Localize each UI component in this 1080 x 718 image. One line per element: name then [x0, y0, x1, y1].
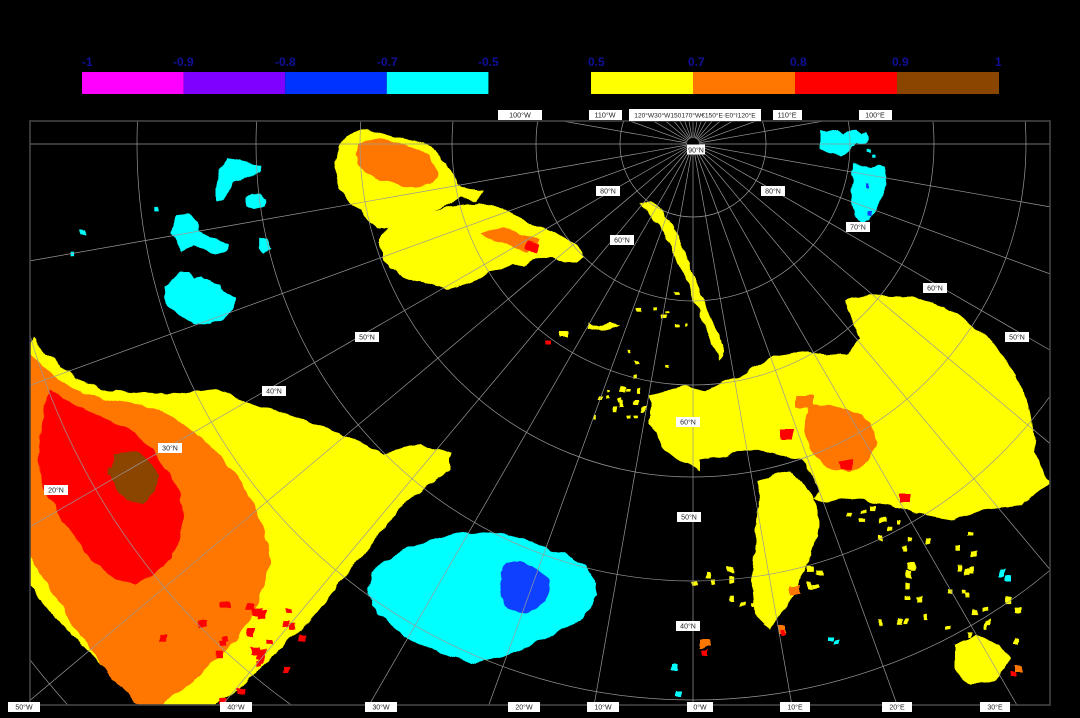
svg-text:30°W: 30°W: [372, 704, 390, 712]
svg-text:1: 1: [995, 55, 1002, 69]
svg-text:110°W: 110°W: [594, 111, 615, 120]
svg-text:80°N: 80°N: [765, 188, 781, 196]
svg-text:80°N: 80°N: [600, 188, 616, 196]
svg-text:20°W: 20°W: [515, 704, 533, 712]
svg-text:40°N: 40°N: [680, 623, 696, 631]
svg-text:50°N: 50°N: [359, 334, 375, 342]
svg-text:60°N: 60°N: [927, 285, 943, 293]
svg-text:-1: -1: [82, 55, 93, 69]
svg-text:-0.7: -0.7: [377, 55, 398, 69]
svg-text:50°W: 50°W: [15, 704, 33, 712]
svg-text:60°N: 60°N: [614, 237, 630, 245]
svg-text:50°N: 50°N: [1009, 334, 1025, 342]
svg-text:120°W30°W150170°W€150°E·E0°I12: 120°W30°W150170°W€150°E·E0°I120°E: [634, 112, 756, 120]
svg-text:10°W: 10°W: [594, 704, 612, 712]
svg-text:-0.5: -0.5: [478, 55, 499, 69]
svg-text:0°W: 0°W: [693, 704, 707, 712]
svg-text:-0.9: -0.9: [173, 55, 194, 69]
svg-text:20°N: 20°N: [48, 487, 64, 495]
svg-text:110°E: 110°E: [777, 111, 796, 120]
svg-text:0.7: 0.7: [688, 55, 705, 69]
svg-text:0.9: 0.9: [892, 55, 909, 69]
svg-text:40°W: 40°W: [227, 704, 245, 712]
svg-text:30°N: 30°N: [162, 445, 178, 453]
svg-text:0.8: 0.8: [790, 55, 807, 69]
svg-text:20°E: 20°E: [889, 704, 905, 712]
svg-text:60°N: 60°N: [680, 419, 696, 427]
svg-text:30°E: 30°E: [987, 704, 1003, 712]
svg-text:0.5: 0.5: [588, 55, 605, 69]
svg-text:10°E: 10°E: [787, 704, 803, 712]
svg-text:50°N: 50°N: [681, 514, 697, 522]
svg-text:40°N: 40°N: [266, 388, 282, 396]
svg-text:100°E: 100°E: [865, 111, 885, 120]
svg-text:90°N: 90°N: [688, 146, 704, 154]
svg-text:100°W: 100°W: [509, 111, 531, 120]
svg-text:-0.8: -0.8: [275, 55, 296, 69]
svg-text:70°N: 70°N: [850, 224, 866, 232]
